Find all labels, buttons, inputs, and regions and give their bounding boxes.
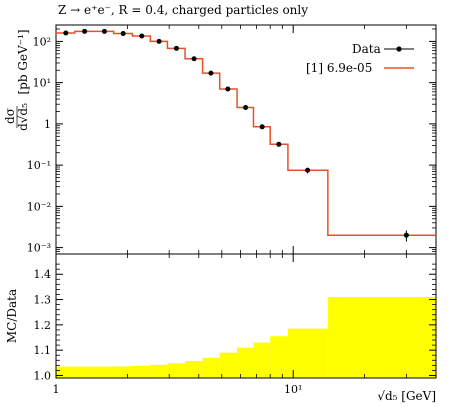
- ratio-band-bin: [237, 347, 254, 378]
- data-point: [82, 28, 88, 34]
- x-tick-labels: 1 10¹: [53, 383, 303, 396]
- y-label-frac-num: dσ: [3, 108, 17, 124]
- ratio-band-bin: [132, 365, 151, 378]
- ratio-band-bin: [94, 366, 114, 378]
- y-tick-label: 1: [44, 118, 51, 131]
- y-tick-label: 10⁻¹: [27, 159, 51, 172]
- data-point: [173, 45, 179, 51]
- data-point: [156, 38, 162, 44]
- legend: Data [1] 6.9e-05: [306, 42, 414, 75]
- ratio-band-bin: [150, 364, 168, 378]
- ratio-band-bin: [253, 342, 271, 378]
- ratio-y-tick-label: 1.1: [34, 344, 52, 357]
- ratio-y-axis-label: MC/Data: [5, 289, 19, 343]
- data-point: [191, 56, 197, 62]
- data-point: [63, 30, 69, 36]
- legend-data-marker: [396, 46, 402, 52]
- data-point: [139, 33, 145, 39]
- main-x-ticks: [55, 25, 437, 254]
- ratio-band-bin: [74, 366, 95, 378]
- main-panel-frame: [55, 24, 437, 255]
- ratio-band-bin: [113, 366, 133, 378]
- mc-histogram-path: [56, 30, 436, 236]
- data-point: [101, 28, 107, 34]
- data-point: [208, 70, 214, 76]
- y-label-units: [pb GeV⁻¹]: [16, 29, 30, 94]
- ratio-x-ticks: [55, 254, 437, 378]
- ratio-y-tick-label: 1.0: [34, 369, 52, 382]
- x-tick-label: 1: [53, 383, 60, 396]
- data-point: [276, 141, 282, 147]
- ratio-panel-frame: [55, 253, 437, 379]
- data-point: [225, 86, 231, 92]
- ratio-band-bin: [219, 352, 238, 378]
- ratio-band-bin: [327, 297, 436, 378]
- x-tick-label: 10¹: [284, 383, 302, 396]
- ratio-band-bin: [270, 336, 288, 378]
- y-tick-label: 10⁻³: [27, 242, 51, 255]
- y-tick-label: 10²: [33, 35, 51, 48]
- data-points: [63, 28, 409, 242]
- y-tick-label: 10¹: [33, 77, 51, 90]
- ratio-band-bin: [56, 366, 75, 378]
- data-point: [259, 124, 265, 130]
- ratio-band-bin: [185, 361, 203, 378]
- main-y-ticks: 10⁻³ 10⁻² 10⁻¹ 1 10¹ 10²: [27, 35, 436, 255]
- ratio-y-tick-label: 1.3: [34, 294, 52, 307]
- main-y-minor-ticks: [56, 28, 436, 255]
- data-point: [403, 232, 409, 238]
- ratio-band-bin: [287, 328, 328, 378]
- legend-data-label: Data: [352, 42, 381, 56]
- data-point: [305, 167, 311, 173]
- main-panel: 10⁻³ 10⁻² 10⁻¹ 1 10¹ 10² Data [1] 6.9e-05 dσ …: [3, 24, 437, 255]
- main-y-axis-label: dσ d√d₅ [pb GeV⁻¹]: [3, 29, 30, 130]
- ratio-band: [56, 297, 436, 378]
- ratio-y-tick-label: 1.2: [34, 319, 52, 332]
- mc-histogram-line: [56, 30, 436, 236]
- data-point: [120, 31, 126, 37]
- x-axis-label: √d₅ [GeV]: [377, 389, 436, 403]
- data-point: [243, 104, 249, 110]
- ratio-y-tick-label: 1.4: [34, 268, 52, 281]
- chart-title: Z → e⁺e⁻, R = 0.4, charged particles onl…: [58, 3, 308, 17]
- y-tick-label: 10⁻²: [27, 200, 51, 213]
- ratio-band-bin: [202, 357, 220, 378]
- ratio-band-bin: [167, 363, 186, 378]
- ratio-y-ticks: 1.0 1.1 1.2 1.3 1.4: [34, 263, 436, 382]
- y-label-frac-den: d√d₅: [16, 103, 30, 131]
- legend-mc-label: [1] 6.9e-05: [306, 61, 372, 75]
- ratio-panel: 1.0 1.1 1.2 1.3 1.4 MC/Data: [5, 253, 437, 382]
